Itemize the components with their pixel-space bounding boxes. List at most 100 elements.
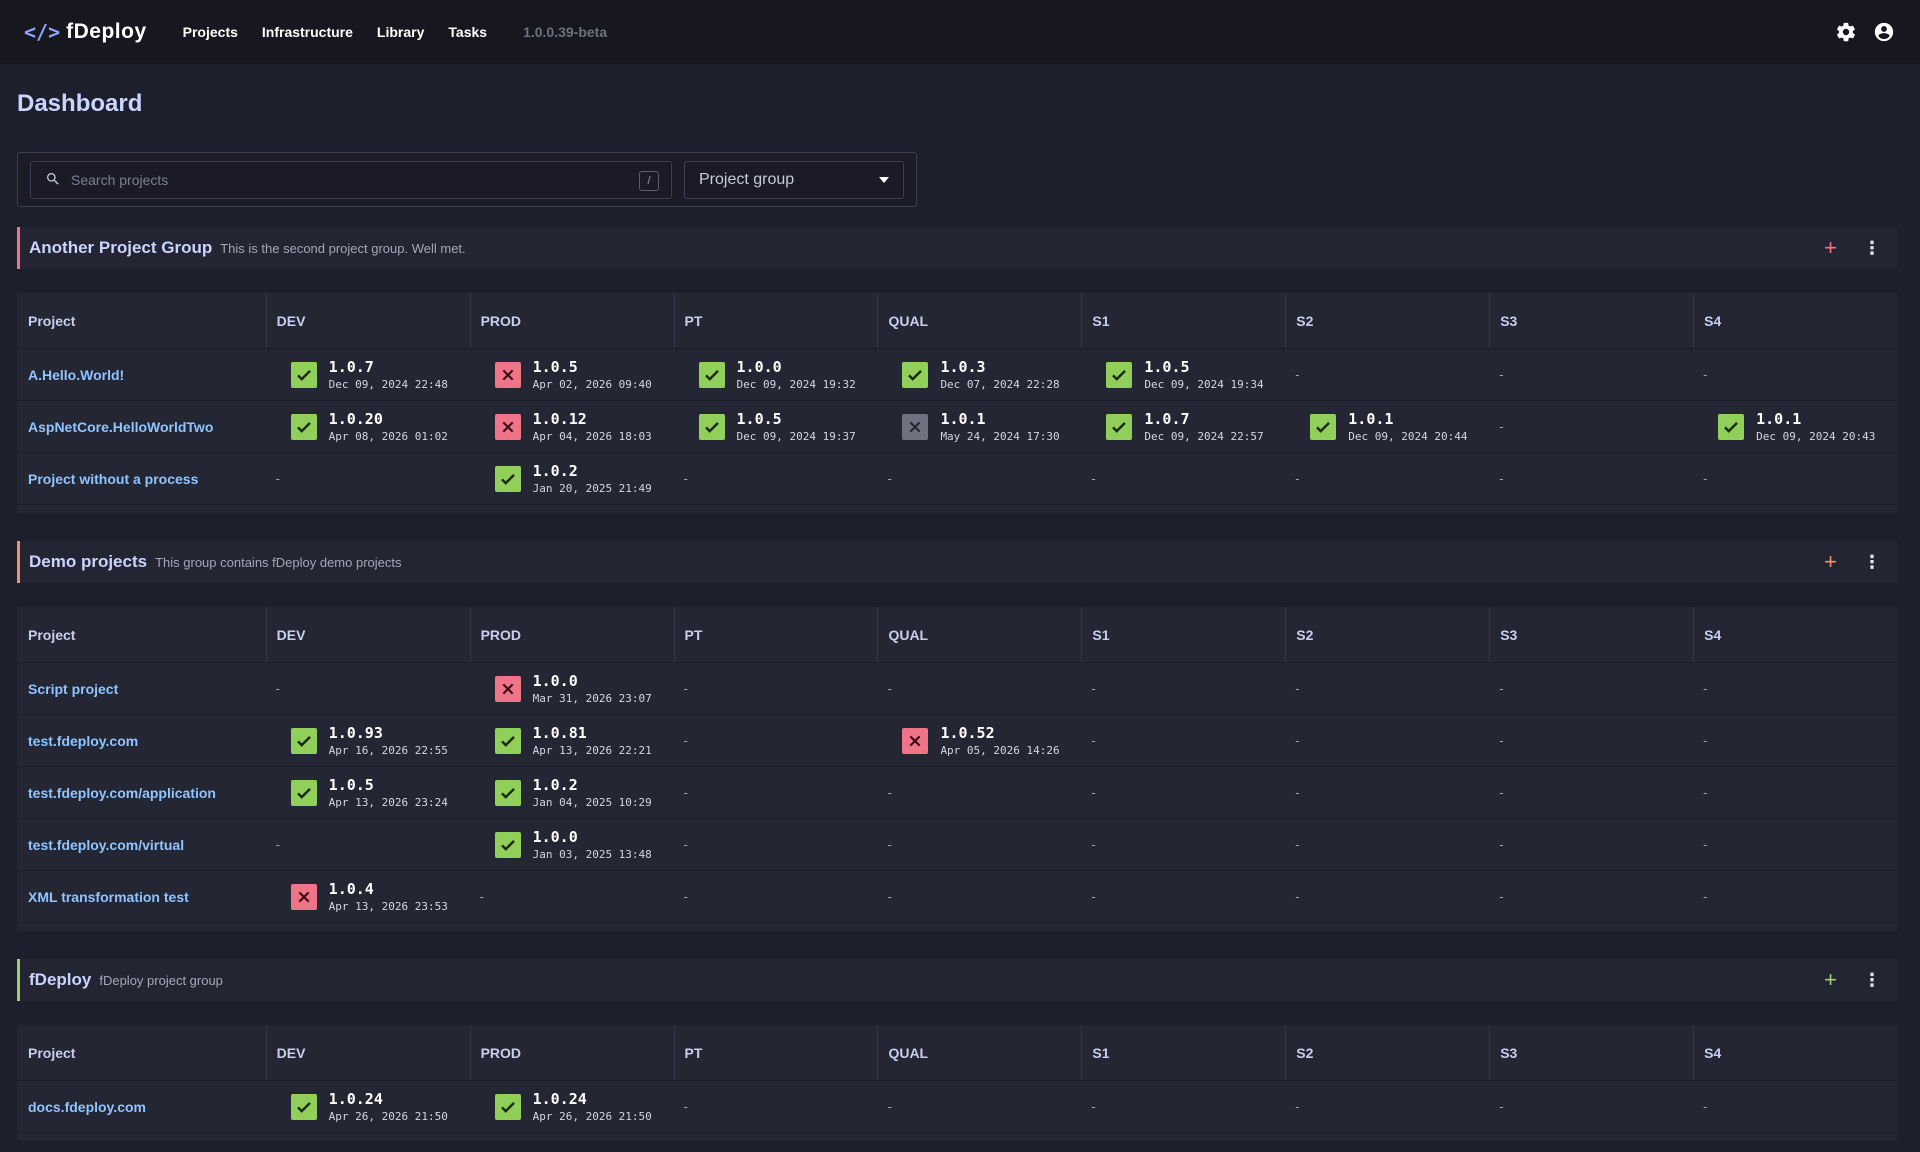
environment-cell: 1.0.24 Apr 26, 2026 21:50: [470, 1081, 674, 1132]
add-project-plus-icon[interactable]: +: [1824, 967, 1837, 992]
project-cell: test.fdeploy.com: [17, 715, 266, 766]
deployment-item[interactable]: 1.0.12 Apr 04, 2026 18:03: [480, 410, 652, 443]
deployment-item[interactable]: 1.0.52 Apr 05, 2026 14:26: [887, 724, 1060, 757]
deployment-item[interactable]: 1.0.7 Dec 09, 2024 22:48: [276, 358, 448, 391]
environment-cell: -: [877, 663, 1081, 714]
success-check-icon: [494, 779, 521, 806]
table-row: test.fdeploy.com 1.0.93 Apr 16, 2026 22:55…: [17, 715, 1897, 767]
deployment-version: 1.0.1: [1756, 409, 1802, 428]
success-check-icon: [290, 727, 317, 754]
environment-cell: -: [877, 453, 1081, 504]
column-header: S4: [1693, 607, 1897, 662]
empty-marker: -: [1703, 471, 1708, 486]
environment-cell: -: [674, 663, 878, 714]
deployment-item[interactable]: 1.0.1 May 24, 2024 17:30: [887, 410, 1060, 443]
environment-cell: -: [1693, 453, 1897, 504]
search-box[interactable]: /: [30, 161, 672, 199]
empty-marker: -: [275, 681, 281, 696]
deployment-item[interactable]: 1.0.4 Apr 13, 2026 23:53: [276, 880, 448, 913]
deployment-item[interactable]: 1.0.1 Dec 09, 2024 20:43: [1703, 410, 1875, 443]
environment-cell: -: [1693, 663, 1897, 714]
empty-marker: -: [1703, 837, 1708, 852]
deployment-version: 1.0.4: [328, 879, 374, 898]
filter-bar: / Project group: [17, 152, 917, 207]
deployment-version: 1.0.0: [532, 827, 578, 846]
add-project-plus-icon[interactable]: +: [1824, 235, 1837, 260]
deployment-item[interactable]: 1.0.93 Apr 16, 2026 22:55: [276, 724, 448, 757]
environment-cell: -: [1693, 349, 1897, 400]
project-link[interactable]: AspNetCore.HelloWorldTwo: [28, 418, 214, 435]
deployment-version: 1.0.5: [328, 775, 374, 794]
environment-cell: -: [877, 819, 1081, 870]
environment-cell: 1.0.81 Apr 13, 2026 22:21: [470, 715, 674, 766]
deployment-item[interactable]: 1.0.24 Apr 26, 2026 21:50: [480, 1090, 652, 1123]
project-table: Project DEV PROD PT QUAL S1 S2 S3 S4 docs.fdeploy…: [17, 1025, 1897, 1141]
deployment-item[interactable]: 1.0.5 Dec 09, 2024 19:37: [684, 410, 856, 443]
column-header: Project: [28, 626, 76, 643]
deployment-item[interactable]: 1.0.20 Apr 08, 2026 01:02: [276, 410, 448, 443]
settings-gear-icon[interactable]: [1834, 20, 1858, 44]
deployment-item[interactable]: 1.0.0 Mar 31, 2026 23:07: [480, 672, 652, 705]
deployment-item[interactable]: 1.0.0 Dec 09, 2024 19:32: [684, 358, 856, 391]
environment-cell: 1.0.0 Dec 09, 2024 19:32: [674, 349, 878, 400]
deployment-item[interactable]: 1.0.2 Jan 20, 2025 21:49: [480, 462, 652, 495]
empty-marker: -: [275, 837, 281, 852]
more-options-icon[interactable]: ⋮: [1863, 970, 1881, 990]
project-link[interactable]: test.fdeploy.com/application: [28, 784, 216, 801]
deployment-item[interactable]: 1.0.24 Apr 26, 2026 21:50: [276, 1090, 448, 1123]
deployment-item[interactable]: 1.0.5 Dec 09, 2024 19:34: [1091, 358, 1264, 391]
environment-cell: 1.0.5 Apr 02, 2026 09:40: [470, 349, 674, 400]
project-link[interactable]: Script project: [28, 680, 119, 697]
more-options-icon[interactable]: ⋮: [1863, 552, 1881, 572]
nav-projects[interactable]: Projects: [182, 23, 238, 40]
add-project-plus-icon[interactable]: +: [1824, 549, 1837, 574]
project-group-select[interactable]: Project group: [684, 161, 904, 199]
deployment-version: 1.0.2: [532, 461, 578, 480]
group-header: fDeploy fDeploy project group + ⋮: [17, 959, 1897, 1001]
project-cell: Script project: [17, 663, 266, 714]
environment-cell: -: [1285, 1081, 1489, 1132]
project-link[interactable]: Project without a process: [28, 470, 199, 487]
deployment-version: 1.0.2: [532, 775, 578, 794]
project-link[interactable]: A.Hello.World!: [28, 366, 125, 383]
project-link[interactable]: docs.fdeploy.com: [28, 1098, 146, 1115]
environment-cell: 1.0.7 Dec 09, 2024 22:48: [266, 349, 470, 400]
nav-library[interactable]: Library: [376, 23, 425, 40]
table-row: Script project - 1.0.0 Mar 31, 2026 23:07 - -…: [17, 663, 1897, 715]
more-options-icon[interactable]: ⋮: [1863, 238, 1881, 258]
deployment-date: Apr 04, 2026 18:03: [532, 429, 652, 443]
deployment-item[interactable]: 1.0.81 Apr 13, 2026 22:21: [480, 724, 652, 757]
column-header: PROD: [469, 1025, 674, 1080]
environment-cell: -: [1693, 819, 1897, 870]
empty-marker: -: [683, 733, 688, 748]
nav-infrastructure[interactable]: Infrastructure: [261, 23, 353, 40]
project-link[interactable]: XML transformation test: [28, 888, 189, 905]
environment-cell: -: [1081, 663, 1285, 714]
project-link[interactable]: test.fdeploy.com: [28, 732, 139, 749]
empty-marker: -: [1091, 1099, 1096, 1114]
failed-x-icon: [494, 675, 521, 702]
deployment-item[interactable]: 1.0.5 Apr 13, 2026 23:24: [276, 776, 448, 809]
environment-cell: -: [674, 453, 878, 504]
group-header: Demo projects This group contains fDeploy…: [17, 541, 1897, 583]
brand-logo[interactable]: </> fDeploy: [24, 20, 147, 44]
empty-marker: -: [887, 837, 892, 852]
deployment-item[interactable]: 1.0.5 Apr 02, 2026 09:40: [480, 358, 652, 391]
empty-marker: -: [1703, 785, 1708, 800]
nav-tasks[interactable]: Tasks: [448, 23, 488, 40]
column-header: S3: [1489, 293, 1693, 348]
deployment-item[interactable]: 1.0.0 Jan 03, 2025 13:48: [480, 828, 652, 861]
user-account-icon[interactable]: [1872, 20, 1896, 44]
deployment-version: 1.0.12: [532, 409, 587, 428]
deployment-item[interactable]: 1.0.3 Dec 07, 2024 22:28: [887, 358, 1060, 391]
deployment-item[interactable]: 1.0.2 Jan 04, 2025 10:29: [480, 776, 652, 809]
deployment-version: 1.0.5: [736, 409, 782, 428]
project-link[interactable]: test.fdeploy.com/virtual: [28, 836, 185, 853]
group-description: fDeploy project group: [99, 972, 223, 988]
search-input[interactable]: [71, 172, 631, 188]
empty-marker: -: [887, 889, 892, 904]
deployment-item[interactable]: 1.0.7 Dec 09, 2024 22:57: [1091, 410, 1264, 443]
deployment-date: Apr 16, 2026 22:55: [328, 743, 448, 757]
environment-cell: -: [1285, 715, 1489, 766]
deployment-item[interactable]: 1.0.1 Dec 09, 2024 20:44: [1295, 410, 1468, 443]
